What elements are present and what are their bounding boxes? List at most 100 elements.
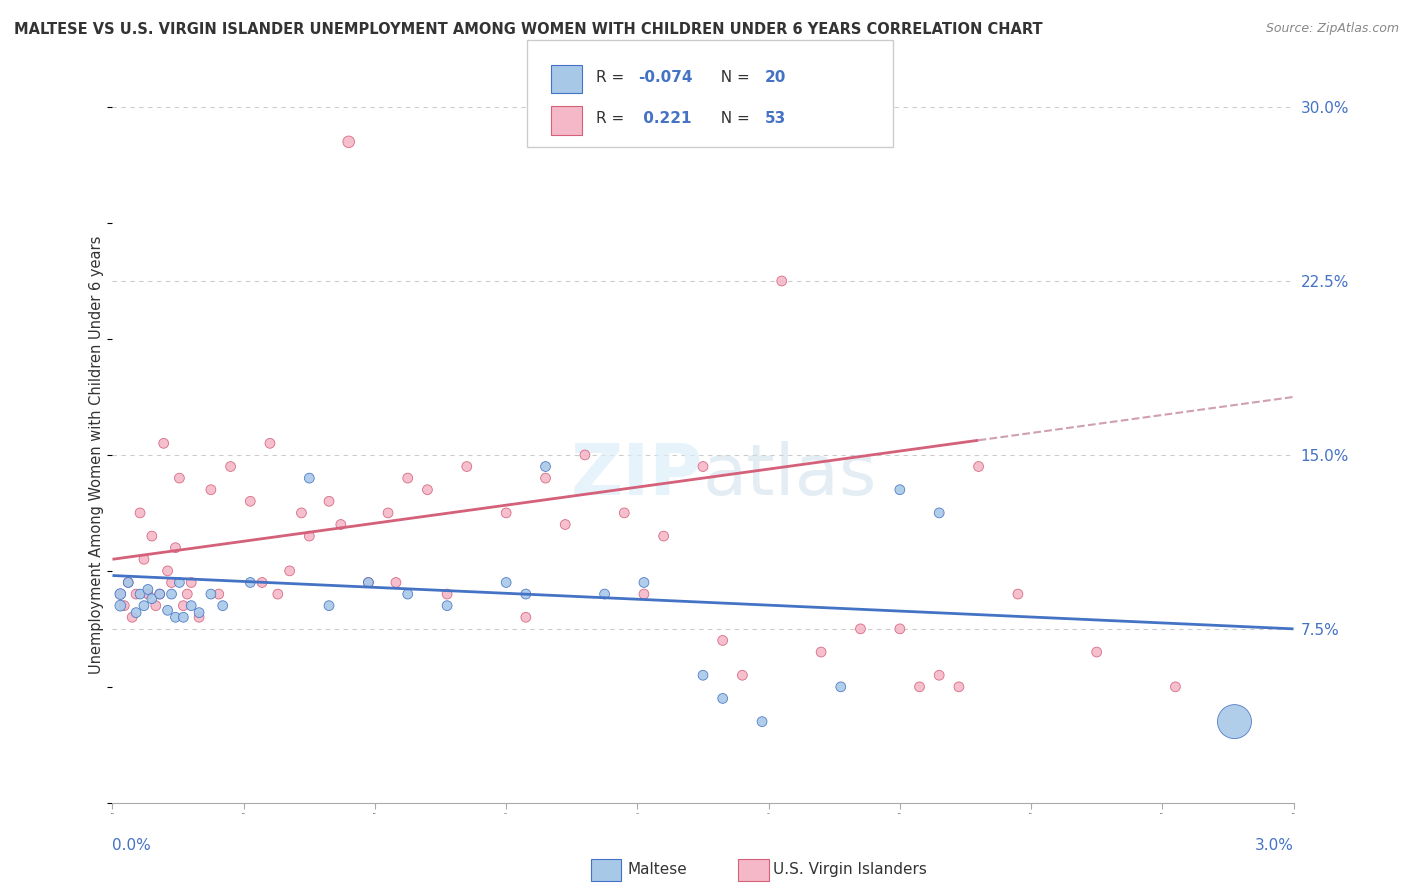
Point (129, 506, 152, 520)
Point (129, 587, 152, 601)
Point (889, 483, 911, 497)
Point (830, 680, 852, 694)
Point (928, 506, 950, 520)
Text: MALTESE VS U.S. VIRGIN ISLANDER UNEMPLOYMENT AMONG WOMEN WITH CHILDREN UNDER 6 Y: MALTESE VS U.S. VIRGIN ISLANDER UNEMPLOY… (14, 22, 1043, 37)
Text: U.S. Virgin Islanders: U.S. Virgin Islanders (773, 863, 927, 877)
Point (152, 436, 174, 450)
Point (136, 587, 159, 601)
Point (290, 506, 312, 520)
Point (1007, 587, 1029, 601)
Point (250, 575, 273, 590)
Point (318, 494, 340, 508)
Point (165, 610, 187, 624)
Point (200, 587, 222, 601)
Text: 53: 53 (765, 112, 786, 126)
Point (117, 575, 139, 590)
Point (574, 448, 596, 462)
Text: ZIP: ZIP (571, 442, 703, 510)
Point (278, 564, 301, 578)
Point (208, 587, 231, 601)
Point (515, 610, 537, 624)
Point (751, 714, 773, 729)
Point (436, 587, 458, 601)
Point (385, 575, 408, 590)
Point (149, 587, 172, 601)
Y-axis label: Unemployment Among Women with Children Under 6 years: Unemployment Among Women with Children U… (89, 235, 104, 674)
Point (112, 599, 135, 613)
Text: Maltese: Maltese (627, 863, 686, 877)
Point (200, 483, 222, 497)
Point (329, 517, 352, 532)
Text: R =: R = (596, 70, 630, 85)
Point (692, 668, 714, 682)
Point (396, 471, 419, 485)
Point (132, 599, 155, 613)
Point (534, 459, 557, 474)
Point (110, 599, 132, 613)
Text: -0.074: -0.074 (638, 70, 693, 85)
Point (259, 436, 281, 450)
Point (125, 587, 148, 601)
Text: 0.0%: 0.0% (112, 838, 152, 853)
Point (121, 610, 143, 624)
Point (810, 645, 832, 659)
Point (377, 506, 399, 520)
Point (160, 575, 183, 590)
Point (1085, 645, 1108, 659)
Point (731, 668, 754, 682)
Point (396, 587, 419, 601)
Point (160, 587, 183, 601)
Text: N =: N = (711, 70, 755, 85)
Point (239, 494, 262, 508)
Point (176, 587, 198, 601)
Point (436, 599, 458, 613)
Point (141, 529, 163, 543)
Point (593, 587, 616, 601)
Point (456, 459, 478, 474)
Point (211, 599, 233, 613)
Point (554, 517, 576, 532)
Text: 0.221: 0.221 (638, 112, 692, 126)
Point (357, 575, 380, 590)
Point (908, 680, 931, 694)
Point (169, 575, 191, 590)
Point (495, 506, 517, 520)
Point (928, 668, 950, 682)
Text: Source: ZipAtlas.com: Source: ZipAtlas.com (1265, 22, 1399, 36)
Point (180, 599, 202, 613)
Point (337, 135, 360, 149)
Point (298, 529, 321, 543)
Point (169, 471, 191, 485)
Point (416, 483, 439, 497)
Point (495, 575, 517, 590)
Point (188, 610, 211, 624)
Point (117, 575, 139, 590)
Point (318, 599, 340, 613)
Point (188, 606, 211, 620)
Point (267, 587, 290, 601)
Point (711, 691, 734, 706)
Point (652, 529, 675, 543)
Text: N =: N = (711, 112, 755, 126)
Point (613, 506, 636, 520)
Point (141, 591, 163, 606)
Point (180, 575, 202, 590)
Text: atlas: atlas (703, 442, 877, 510)
Point (298, 471, 321, 485)
Point (633, 587, 655, 601)
Point (132, 552, 155, 566)
Point (172, 599, 194, 613)
Point (110, 587, 132, 601)
Point (849, 622, 872, 636)
Point (357, 575, 380, 590)
Point (172, 610, 194, 624)
Point (239, 575, 262, 590)
Point (889, 622, 911, 636)
Point (1164, 680, 1187, 694)
Point (156, 564, 179, 578)
Point (948, 680, 970, 694)
Text: R =: R = (596, 112, 630, 126)
Point (770, 274, 793, 288)
Point (125, 606, 148, 620)
Text: 3.0%: 3.0% (1254, 838, 1294, 853)
